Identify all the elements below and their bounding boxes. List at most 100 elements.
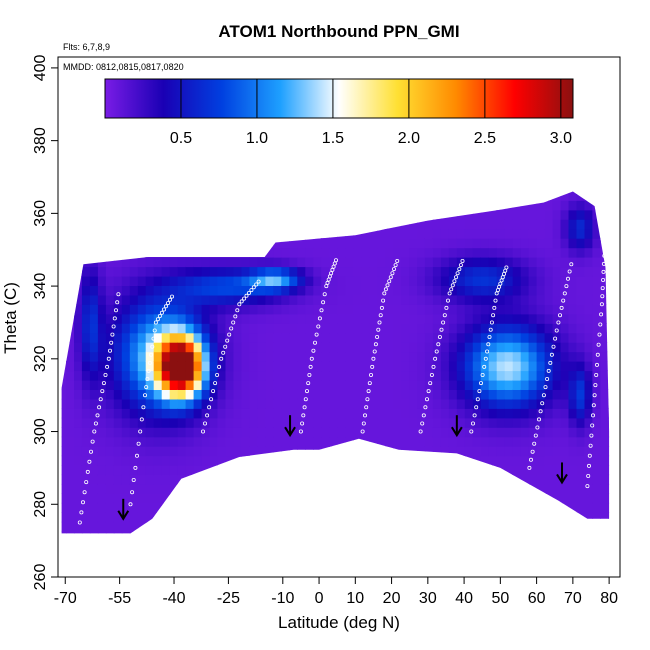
heatmap-cell bbox=[193, 531, 203, 534]
heatmap-cell bbox=[616, 371, 625, 381]
heatmap-cell bbox=[105, 209, 115, 220]
sample-point bbox=[324, 284, 329, 289]
heatmap-cell bbox=[329, 379, 338, 390]
heatmap-cell bbox=[61, 332, 67, 343]
sample-point bbox=[537, 417, 542, 422]
sample-point bbox=[319, 308, 324, 313]
heatmap-cell bbox=[353, 398, 362, 409]
heatmap-cell bbox=[544, 502, 554, 513]
heatmap-cell bbox=[241, 247, 251, 258]
heatmap-cell bbox=[273, 313, 282, 324]
heatmap-cell bbox=[145, 228, 155, 239]
heatmap-cell bbox=[480, 238, 490, 249]
heatmap-cell bbox=[177, 408, 187, 419]
heatmap-cell bbox=[361, 512, 370, 523]
heatmap-cell bbox=[337, 332, 346, 343]
heatmap-cell bbox=[273, 247, 282, 258]
heatmap-cell bbox=[161, 351, 171, 362]
heatmap-cell bbox=[472, 408, 482, 419]
heatmap-cell bbox=[225, 483, 235, 494]
heatmap-cell bbox=[448, 257, 458, 268]
heatmap-cell bbox=[105, 294, 115, 305]
heatmap-cell bbox=[584, 323, 594, 334]
heatmap-cell bbox=[616, 475, 625, 485]
heatmap-cell bbox=[353, 379, 362, 390]
heatmap-cell bbox=[504, 351, 514, 362]
flights-note: Flts: 6,7,8,9 bbox=[63, 42, 110, 52]
heatmap-cell bbox=[456, 332, 466, 343]
heatmap-cell bbox=[217, 427, 227, 438]
heatmap-cell bbox=[169, 455, 179, 466]
heatmap-cell bbox=[440, 275, 450, 286]
heatmap-cell bbox=[321, 209, 330, 220]
heatmap-cell bbox=[424, 398, 434, 409]
heatmap-cell bbox=[432, 342, 442, 353]
heatmap-cell bbox=[177, 398, 187, 409]
heatmap-cell bbox=[536, 465, 546, 476]
heatmap-cell bbox=[552, 209, 562, 220]
heatmap-cell bbox=[81, 398, 91, 409]
heatmap-cell bbox=[544, 370, 554, 381]
heatmap-cell bbox=[496, 219, 506, 230]
heatmap-cell bbox=[329, 455, 338, 466]
heatmap-cell bbox=[337, 483, 346, 494]
heatmap-cell bbox=[385, 521, 394, 532]
heatmap-cell bbox=[209, 483, 219, 494]
heatmap-cell bbox=[81, 493, 91, 504]
heatmap-cell bbox=[456, 200, 466, 211]
heatmap-cell bbox=[385, 228, 394, 239]
heatmap-cell bbox=[456, 408, 466, 419]
heatmap-cell bbox=[616, 389, 625, 399]
heatmap-cell bbox=[265, 361, 274, 372]
heatmap-cell bbox=[177, 474, 187, 485]
heatmap-cell bbox=[353, 238, 362, 249]
heatmap-cell bbox=[129, 294, 139, 305]
heatmap-cell bbox=[273, 361, 282, 372]
heatmap-cell bbox=[608, 483, 610, 494]
heatmap-cell bbox=[504, 465, 514, 476]
heatmap-cell bbox=[121, 200, 131, 211]
heatmap-cell bbox=[488, 398, 498, 409]
heatmap-cell bbox=[105, 257, 115, 268]
heatmap-cell bbox=[464, 209, 474, 220]
heatmap-cell bbox=[513, 181, 522, 191]
heatmap-cell bbox=[137, 512, 147, 523]
heatmap-cell bbox=[488, 294, 498, 305]
heatmap-cell bbox=[145, 465, 155, 476]
heatmap-cell bbox=[480, 446, 490, 457]
heatmap-cell bbox=[153, 398, 163, 409]
heatmap-cell bbox=[97, 446, 107, 457]
heatmap-cell bbox=[129, 285, 139, 296]
heatmap-cell bbox=[544, 436, 554, 447]
heatmap-cell bbox=[297, 323, 306, 334]
heatmap-cell bbox=[121, 247, 131, 258]
heatmap-cell bbox=[281, 351, 290, 362]
heatmap-cell bbox=[504, 493, 514, 504]
heatmap-cell bbox=[337, 275, 346, 286]
heatmap-cell bbox=[74, 408, 83, 419]
heatmap-cell bbox=[536, 427, 546, 438]
heatmap-cell bbox=[313, 275, 322, 286]
heatmap-cell bbox=[105, 427, 115, 438]
colorbar-tick-label: 2.0 bbox=[398, 130, 420, 147]
heatmap-cell bbox=[584, 285, 594, 296]
heatmap-cell bbox=[161, 512, 171, 523]
heatmap-cell bbox=[576, 285, 586, 296]
heatmap-cell bbox=[377, 512, 386, 523]
heatmap-cell bbox=[61, 313, 67, 324]
heatmap-cell bbox=[552, 323, 562, 334]
heatmap-cell bbox=[321, 521, 330, 532]
heatmap-cell bbox=[273, 417, 282, 428]
heatmap-cell bbox=[544, 313, 554, 324]
sample-point bbox=[254, 282, 259, 287]
heatmap-cell bbox=[337, 200, 346, 211]
heatmap-cell bbox=[568, 370, 578, 381]
x-tick-label: -10 bbox=[271, 590, 294, 607]
heatmap-cell bbox=[480, 512, 490, 523]
heatmap-cell bbox=[81, 275, 91, 286]
sample-point bbox=[601, 269, 606, 274]
sample-point bbox=[527, 465, 532, 470]
heatmap-cell bbox=[361, 285, 370, 296]
heatmap-cell bbox=[137, 474, 147, 485]
heatmap-cell bbox=[417, 379, 426, 390]
